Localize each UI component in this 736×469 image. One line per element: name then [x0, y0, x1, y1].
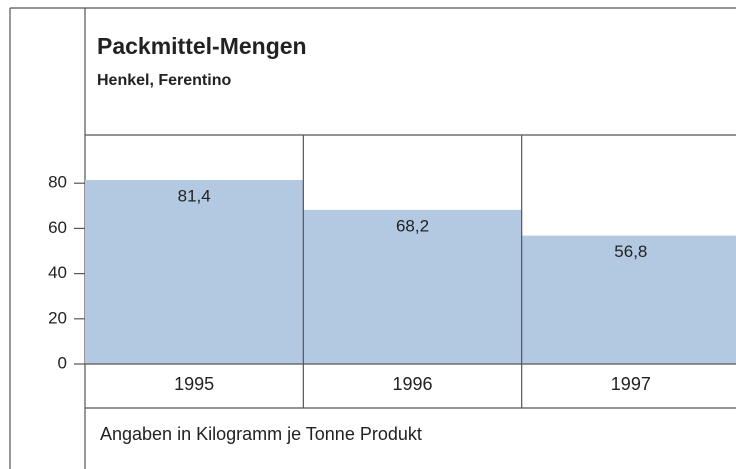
bar [303, 209, 522, 364]
y-tick-label: 0 [58, 353, 67, 372]
value-label: 56,8 [614, 242, 647, 261]
value-label: 81,4 [178, 187, 211, 206]
x-tick-label: 1997 [611, 374, 651, 394]
y-tick-label: 80 [48, 173, 67, 192]
value-label: 68,2 [396, 216, 429, 235]
y-tick-label: 60 [48, 218, 67, 237]
note: Angaben in Kilogramm je Tonne Produkt [100, 424, 422, 444]
y-tick-label: 40 [48, 263, 67, 282]
chart-title: Packmittel-Mengen [97, 33, 307, 59]
y-tick-label: 20 [48, 308, 67, 327]
bar [521, 235, 736, 364]
chart-subtitle: Henkel, Ferentino [97, 72, 231, 89]
bar [85, 180, 304, 364]
x-tick-label: 1996 [392, 374, 432, 394]
x-tick-label: 1995 [174, 374, 214, 394]
